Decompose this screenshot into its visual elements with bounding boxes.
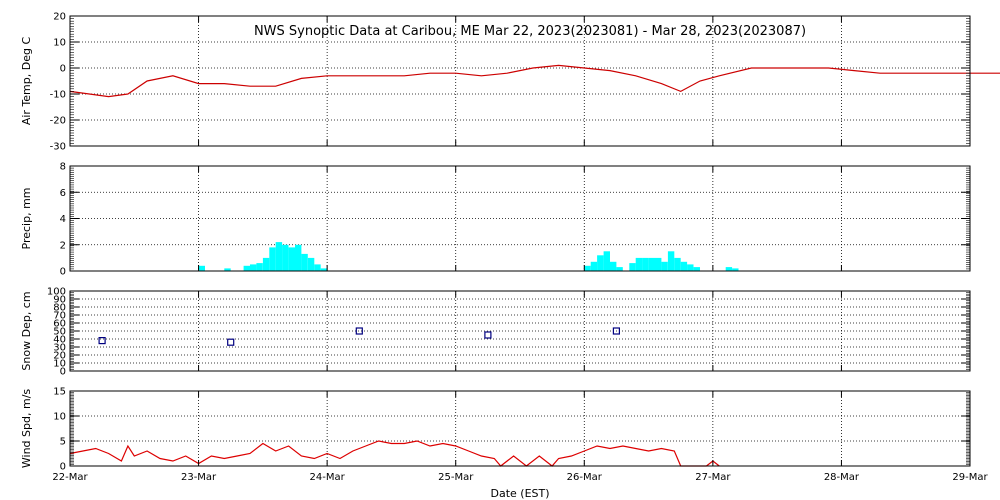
wind-speed-y-tick-label: 10 — [53, 412, 66, 423]
air-temp-y-tick-label: 10 — [53, 38, 66, 49]
precip-panel: 0 2 4 6 8 Precip, mm — [20, 162, 971, 278]
precip-bar — [610, 261, 617, 271]
precip-bar — [597, 255, 604, 272]
precip-bar — [243, 265, 250, 272]
precip-bar — [288, 247, 295, 271]
precip-y-tick-label: 0 — [60, 267, 66, 278]
precip-bar — [584, 265, 591, 272]
snow-depth-y-tick-label: 10 — [53, 359, 66, 370]
air-temp-y-tick-label: 0 — [60, 64, 66, 75]
snow-depth-y-tick-label: 0 — [60, 367, 66, 378]
precip-bar — [262, 257, 270, 271]
precip-bar — [693, 267, 700, 271]
precip-y-tick-label: 4 — [60, 214, 66, 225]
wind-speed-y-tick-label: 0 — [60, 462, 66, 473]
x-tick-label: 29-Mar — [952, 472, 988, 483]
wind-speed-panel: 0 5 10 15 Wind Spd, m/s 22-Mar 23-Mar 24-Mar 25-… — [20, 387, 988, 484]
air-temp-y-tick-label: -10 — [50, 90, 66, 101]
x-tick-label: 27-Mar — [695, 472, 731, 483]
precip-bar — [307, 257, 315, 271]
precip-bar — [256, 263, 263, 271]
precip-bar — [314, 264, 321, 271]
precip-bar — [655, 257, 662, 271]
precip-bar — [674, 257, 681, 271]
precip-bar — [301, 253, 308, 271]
precip-bar — [642, 257, 649, 271]
wind-speed-y-axis-label: Wind Spd, m/s — [20, 389, 33, 469]
air-temp-y-tick-label: -20 — [50, 116, 66, 127]
snow-depth-point — [484, 331, 492, 339]
precip-y-axis-label: Precip, mm — [20, 188, 33, 250]
snow-depth-point — [227, 338, 235, 346]
wind-speed-series-line — [69, 440, 720, 467]
precip-bar — [725, 267, 733, 271]
snow-depth-point — [612, 327, 621, 335]
snow-depth-y-tick-label: 70 — [53, 311, 66, 322]
precip-bar — [282, 244, 289, 272]
wind-speed-y-tick-label: 15 — [53, 387, 66, 398]
snow-depth-y-tick-label: 80 — [53, 303, 66, 314]
precip-bar — [629, 263, 636, 271]
precip-bar — [198, 265, 205, 272]
air-temp-y-tick-label: 20 — [53, 12, 66, 23]
precip-bar — [250, 264, 257, 271]
precip-bar — [616, 267, 623, 271]
x-tick-label: 26-Mar — [567, 472, 603, 483]
snow-depth-y-tick-label: 100 — [47, 287, 66, 298]
air-temp-y-axis-label: Air Temp, Deg C — [20, 37, 33, 126]
precip-bar — [269, 247, 276, 271]
precip-bar — [295, 244, 302, 272]
precip-bar — [661, 261, 668, 271]
air-temp-series-line — [69, 64, 1000, 98]
precip-bar — [320, 268, 328, 271]
snow-depth-point — [98, 337, 106, 345]
precip-y-tick-label: 2 — [60, 240, 66, 251]
snow-depth-y-tick-label: 30 — [53, 343, 66, 354]
precip-y-tick-label: 6 — [60, 188, 66, 199]
snow-depth-point — [355, 327, 363, 335]
x-tick-label: 28-Mar — [824, 472, 860, 483]
x-tick-label: 24-Mar — [310, 472, 346, 483]
air-temp-panel: -30 -20 -10 0 10 20 Air Temp, Deg C — [20, 12, 1000, 153]
precip-bar — [603, 251, 610, 271]
x-tick-label: 25-Mar — [438, 472, 474, 483]
precip-bar — [648, 257, 655, 271]
precip-bar — [224, 268, 231, 271]
precip-bar — [667, 251, 675, 271]
snow-depth-y-tick-label: 90 — [53, 295, 66, 306]
snow-depth-y-axis-label: Snow Dep, cm — [20, 291, 33, 370]
precip-bar — [590, 261, 598, 271]
x-axis-label: Date (EST) — [490, 487, 549, 500]
snow-depth-y-tick-label: 60 — [53, 319, 66, 330]
x-tick-label: 22-Mar — [52, 472, 88, 483]
precip-bar — [732, 268, 739, 271]
snow-depth-y-tick-label: 50 — [53, 327, 66, 338]
precip-y-tick-label: 8 — [60, 162, 66, 173]
x-tick-label: 23-Mar — [181, 472, 217, 483]
precip-bar — [275, 242, 283, 271]
chart-title: NWS Synoptic Data at Caribou, ME Mar 22,… — [254, 24, 806, 39]
precip-bar — [687, 264, 694, 271]
snow-depth-y-tick-label: 40 — [53, 335, 66, 346]
precip-bar — [680, 261, 688, 271]
precip-bar — [635, 257, 643, 271]
wind-speed-y-tick-label: 5 — [60, 437, 66, 448]
snow-depth-y-tick-label: 20 — [53, 351, 66, 362]
air-temp-y-tick-label: -30 — [50, 142, 66, 153]
